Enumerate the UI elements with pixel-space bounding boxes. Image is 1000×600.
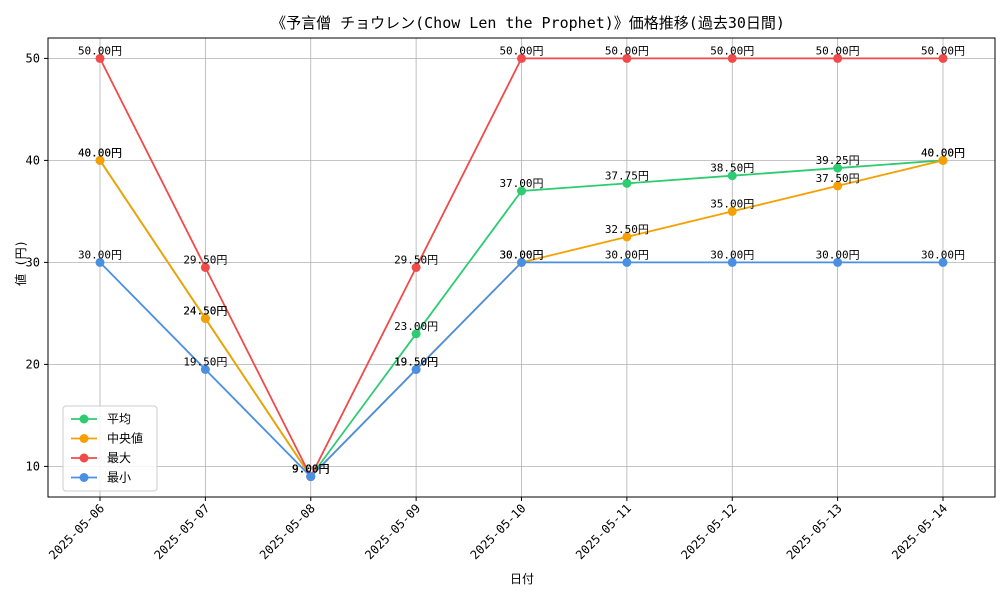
x-tick-label: 2025-05-10 (468, 501, 529, 562)
legend-label: 平均 (107, 412, 131, 426)
data-point (727, 53, 737, 63)
data-label: 30.00円 (816, 248, 860, 261)
legend-marker (79, 473, 89, 482)
data-label: 40.00円 (921, 146, 965, 159)
data-point (622, 257, 632, 267)
legend-label: 中央値 (107, 431, 143, 446)
data-point (727, 171, 737, 181)
data-label: 30.00円 (710, 248, 754, 261)
data-label: 9.00円 (292, 463, 330, 476)
chart-title: 《予言僧 チョウレン(Chow Len the Prophet)》価格推移(過去… (271, 14, 785, 32)
data-point (517, 53, 526, 63)
data-label: 50.00円 (816, 44, 860, 57)
x-tick-label: 2025-05-08 (257, 501, 318, 562)
y-tick-label: 50 (26, 51, 40, 65)
data-point (833, 257, 843, 267)
legend-label: 最大 (107, 451, 131, 465)
data-label: 9.00円 (292, 463, 330, 476)
data-label: 32.50円 (605, 223, 649, 236)
x-axis-label: 日付 (510, 572, 534, 586)
data-label: 24.50円 (183, 305, 227, 318)
data-label-layer: 40.00円 24.50円 9.00円 23.00円 37.00円 37.75円 38.50… (78, 44, 965, 475)
data-label: 24.50円 (183, 305, 227, 318)
data-point (833, 181, 843, 191)
data-point (938, 257, 948, 267)
data-label: 50.00円 (921, 44, 965, 57)
data-label: 38.50円 (710, 162, 754, 175)
data-label: 40.00円 (78, 146, 122, 159)
data-point (95, 53, 105, 63)
data-point (938, 155, 948, 165)
x-tick-label: 2025-05-12 (678, 501, 739, 562)
data-label: 30.00円 (499, 248, 543, 261)
data-label: 30.00円 (78, 248, 122, 261)
data-label: 37.00円 (499, 177, 543, 190)
data-label: 35.00円 (710, 197, 754, 210)
x-tick-label: 2025-05-13 (784, 501, 845, 562)
data-point (95, 257, 105, 267)
data-point (411, 263, 421, 272)
x-tick-label: 2025-05-09 (362, 501, 423, 562)
data-point (411, 365, 421, 374)
data-point (517, 257, 526, 267)
data-label: 19.50円 (183, 356, 227, 369)
data-point (622, 232, 632, 242)
y-tick-label: 20 (26, 357, 40, 371)
data-point (622, 178, 632, 188)
grid-layer (48, 38, 995, 497)
legend-box (62, 405, 158, 492)
y-tick-label: 40 (26, 153, 40, 167)
axis-layer: 2025-05-06 2025-05-07 2025-05-08 2025-05-09… (26, 51, 951, 562)
data-label: 40.00円 (78, 146, 122, 159)
data-label: 50.00円 (710, 44, 754, 57)
data-label: 37.50円 (816, 172, 860, 185)
data-label: 37.75円 (605, 169, 649, 182)
data-label: 50.00円 (605, 44, 649, 57)
data-label: 19.50円 (394, 356, 438, 369)
data-point (200, 314, 210, 323)
legend-marker (79, 414, 89, 424)
y-axis-label: 値 (円) (13, 240, 28, 286)
data-label: 19.50円 (394, 356, 438, 369)
data-point (306, 472, 316, 482)
data-label: 30.00円 (499, 248, 543, 261)
data-label: 30.00円 (921, 248, 965, 261)
legend-marker (79, 434, 89, 443)
legend-label: 最小 (107, 471, 131, 485)
x-tick-label: 2025-05-11 (573, 501, 634, 562)
y-tick-label: 30 (26, 255, 40, 269)
legend-marker (79, 453, 89, 463)
data-point (517, 186, 526, 196)
data-point (727, 257, 737, 267)
data-label: 39.25円 (816, 154, 860, 167)
data-label: 23.00円 (394, 320, 438, 333)
data-point (938, 53, 948, 63)
data-label: 9.00円 (292, 463, 330, 476)
data-label: 30.00円 (605, 248, 649, 261)
data-point (200, 263, 210, 272)
x-tick-label: 2025-05-07 (152, 501, 213, 562)
data-point (833, 163, 843, 173)
data-point (411, 329, 421, 339)
x-tick-label: 2025-05-14 (889, 501, 950, 562)
data-point (95, 155, 105, 165)
data-label: 9.00円 (292, 463, 330, 476)
data-label: 29.50円 (394, 254, 438, 267)
data-point (622, 53, 632, 63)
data-point (727, 206, 737, 216)
data-label: 50.00円 (499, 44, 543, 57)
x-tick-label: 2025-05-06 (46, 501, 107, 562)
data-point (200, 365, 210, 374)
data-label: 29.50円 (183, 254, 227, 267)
data-point (833, 53, 843, 63)
y-tick-label: 10 (26, 459, 40, 473)
series-layer (95, 53, 948, 482)
data-label: 40.00円 (921, 146, 965, 159)
data-label: 50.00円 (78, 44, 122, 57)
